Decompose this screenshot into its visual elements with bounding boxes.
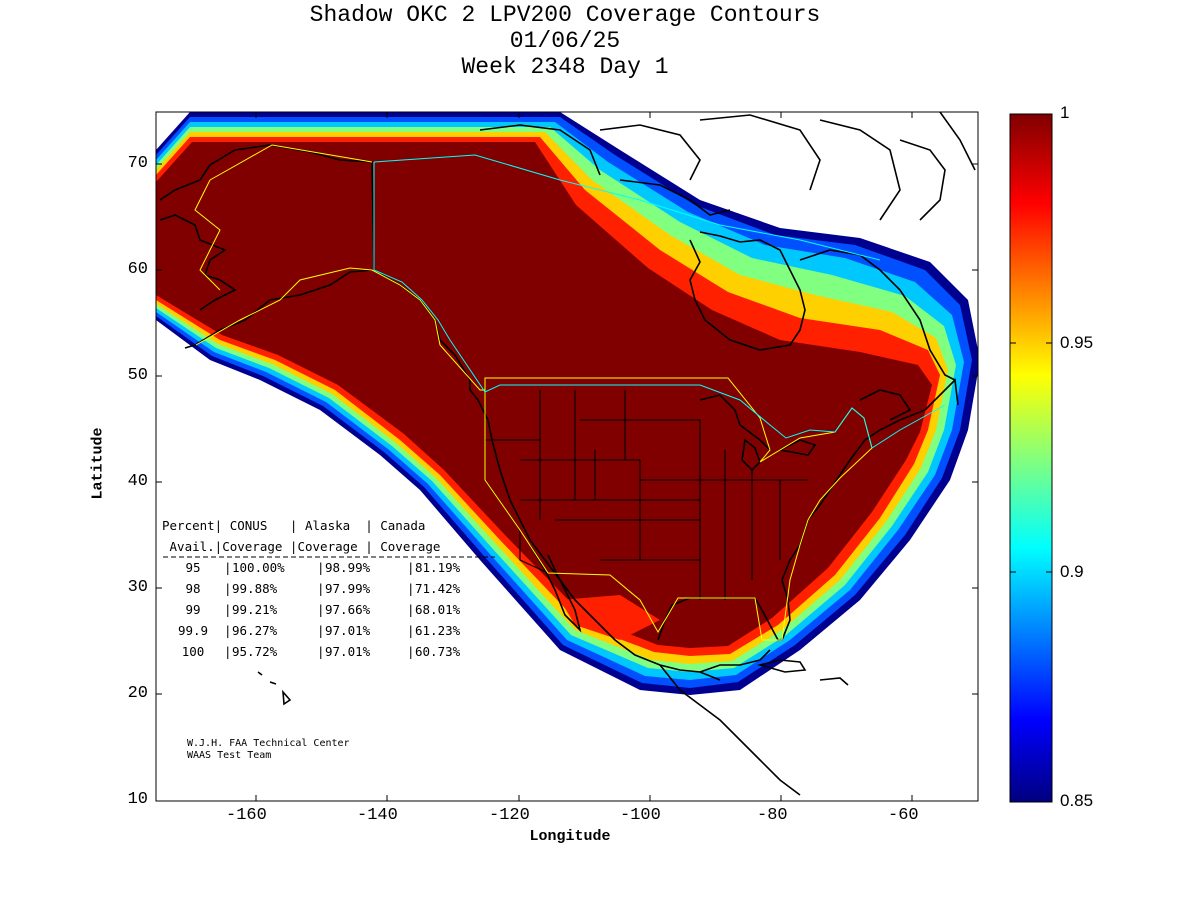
table-divider: | [317,644,325,659]
y-axis-label: Latitude [89,427,107,500]
table-cell-alaska: 97.66% [325,602,371,617]
table-cell-alaska: 98.99% [325,560,371,575]
x-tick-label: -100 [620,806,661,825]
x-tick-label: -80 [757,806,788,825]
colorbar-tick-label: 1 [1060,103,1070,122]
table-divider: | [317,581,325,596]
table-cell-alaska: 97.99% [325,581,371,596]
y-tick-label: 10 [127,790,148,809]
x-tick-label: -120 [489,806,530,825]
table-divider: | [224,644,232,659]
table-divider: | [224,623,232,638]
y-tick-label: 30 [127,578,148,597]
colorbar-tick-label: 0.9 [1060,562,1084,581]
table-divider: | [407,623,415,638]
x-tick-label: -140 [357,806,398,825]
table-cell-percent: 95 [185,560,201,575]
table-cell-canada: 68.01% [415,602,461,617]
table-cell-conus: 100.00% [232,560,285,575]
table-divider: | [224,560,232,575]
y-tick-label: 60 [127,260,148,279]
table-cell-percent: 99.9 [177,623,209,638]
chart-title-line1: Shadow OKC 2 LPV200 Coverage Contours [309,2,821,28]
x-axis-label: Longitude [529,828,611,845]
table-divider: | [407,644,415,659]
credit-line-2: WAAS Test Team [187,750,272,761]
plot-frame [155,111,979,802]
table-cell-canada: 60.73% [415,644,461,659]
credit-line-1: W.J.H. FAA Technical Center [187,738,350,749]
axis-ticks [156,112,978,801]
y-tick-label: 70 [127,154,148,173]
table-cell-alaska: 97.01% [325,623,371,638]
international-boundary [373,154,946,449]
table-divider: | [317,602,325,617]
table-header-2: Avail.|Coverage |Coverage | Coverage [162,539,441,554]
table-cell-conus: 95.72% [232,644,278,659]
table-cell-conus: 99.21% [232,602,278,617]
table-cell-canada: 71.42% [415,581,461,596]
table-cell-canada: 61.23% [415,623,461,638]
table-cell-percent: 100 [181,644,205,659]
y-tick-label: 50 [127,366,148,385]
y-tick-label: 40 [127,472,148,491]
x-tick-label: -60 [888,806,919,825]
table-divider: | [317,623,325,638]
colorbar-tick-label: 0.85 [1060,791,1094,810]
chart-title-line2: 01/06/25 [509,28,621,54]
coverage-patch-north [560,595,660,640]
table-cell-alaska: 97.01% [325,644,371,659]
table-divider: | [224,602,232,617]
table-cell-conus: 99.88% [232,581,278,596]
chart-title-line3: Week 2348 Day 1 [461,54,669,80]
table-cell-canada: 81.19% [415,560,461,575]
table-divider: | [407,581,415,596]
x-tick-label: -160 [226,806,267,825]
table-cell-percent: 98 [185,581,201,596]
table-header-1: Percent| CONUS | Alaska | Canada [162,518,426,533]
table-cell-conus: 96.27% [232,623,278,638]
table-cell-percent: 99 [185,602,201,617]
y-tick-label: 20 [127,684,148,703]
colorbar [1009,113,1053,803]
region-outlines-yellow [194,144,873,641]
table-divider: | [317,560,325,575]
colorbar-tick-label: 0.95 [1060,333,1094,352]
table-divider: | [407,602,415,617]
table-divider: | [224,581,232,596]
colorbar-ticks [1010,342,1052,573]
table-divider: | [407,560,415,575]
